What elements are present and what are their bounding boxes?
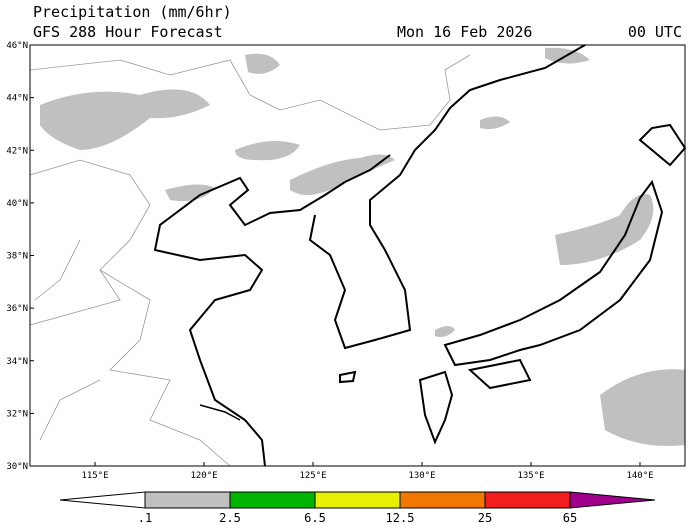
lon-label: 120°E	[190, 471, 217, 481]
lat-label: 42°N	[6, 146, 28, 156]
lat-label: 44°N	[6, 94, 28, 104]
title: Precipitation (mm/6hr)	[33, 3, 232, 21]
lat-label: 38°N	[6, 252, 28, 262]
lon-label: 115°E	[81, 471, 108, 481]
colorbar-segment	[399, 491, 486, 509]
lat-label: 40°N	[6, 199, 28, 209]
lat-label: 46°N	[6, 41, 28, 51]
colorbar-label: 25	[478, 511, 492, 525]
colorbar-label: .1	[138, 511, 152, 525]
lon-label: 125°E	[299, 471, 326, 481]
lon-label: 130°E	[408, 471, 435, 481]
colorbar-low-end	[59, 491, 146, 509]
lat-label: 36°N	[6, 304, 28, 314]
labels: Precipitation (mm/6hr) GFS 288 Hour Fore…	[6, 3, 682, 525]
lat-label: 32°N	[6, 409, 28, 419]
lat-label: 30°N	[6, 462, 28, 472]
coastlines	[153, 44, 687, 467]
colorbar	[59, 491, 656, 509]
colorbar-label: 12.5	[386, 511, 415, 525]
colorbar-label: 6.5	[304, 511, 326, 525]
borders	[29, 54, 471, 467]
time: 00 UTC	[628, 23, 682, 41]
map	[29, 44, 687, 467]
colorbar-label: 2.5	[219, 511, 241, 525]
colorbar-segment	[144, 491, 231, 509]
colorbar-segment	[314, 491, 401, 509]
lon-label: 140°E	[626, 471, 653, 481]
lon-label: 135°E	[517, 471, 544, 481]
colorbar-label: 65	[563, 511, 577, 525]
lat-label: 34°N	[6, 357, 28, 367]
date: Mon 16 Feb 2026	[397, 23, 532, 41]
colorbar-segment	[229, 491, 316, 509]
colorbar-high-end	[569, 491, 656, 509]
precipitation-areas	[40, 47, 685, 446]
subtitle: GFS 288 Hour Forecast	[33, 23, 223, 41]
colorbar-segment	[484, 491, 571, 509]
